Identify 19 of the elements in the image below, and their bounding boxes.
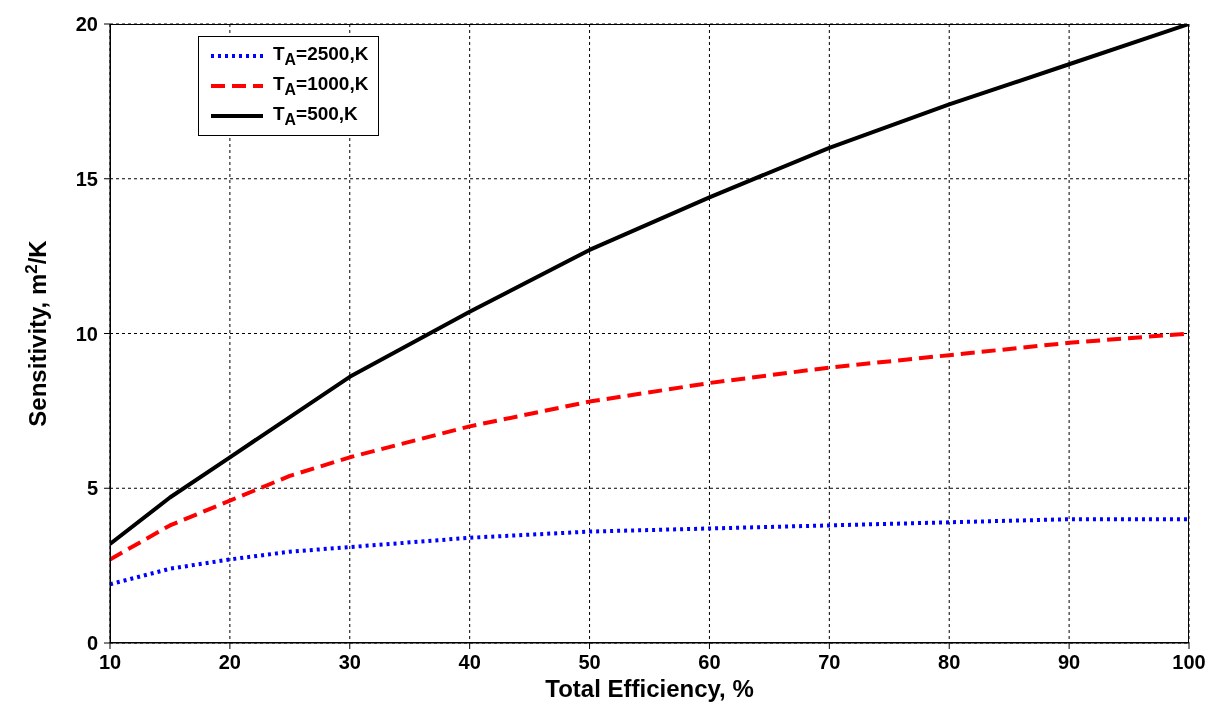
y-tick-label: 10 — [75, 322, 98, 345]
x-tick-label: 90 — [1057, 651, 1081, 674]
x-tick-label: 30 — [338, 651, 361, 674]
x-tick-label: 100 — [1172, 651, 1206, 674]
x-tick-label: 20 — [218, 651, 242, 674]
x-tick-label: 50 — [578, 651, 601, 674]
y-tick-label: 15 — [75, 167, 98, 190]
x-axis-title: Total Efficiency, % — [545, 675, 754, 702]
line-series — [110, 517, 1189, 587]
x-tick-label: 40 — [458, 651, 481, 674]
y-tick-label: 20 — [75, 13, 98, 36]
legend-label: T$_{A}$=500,K — [273, 103, 358, 129]
x-tick-label: 60 — [698, 651, 721, 674]
y-tick-label: 5 — [86, 477, 98, 500]
x-tick-label: 80 — [938, 651, 961, 674]
legend-label: T$_{A}$=1000,K — [273, 73, 369, 99]
y-tick-label: 0 — [86, 632, 98, 655]
x-tick-label: 70 — [818, 651, 841, 674]
legend-label: T$_{A}$=2500,K — [273, 43, 369, 69]
